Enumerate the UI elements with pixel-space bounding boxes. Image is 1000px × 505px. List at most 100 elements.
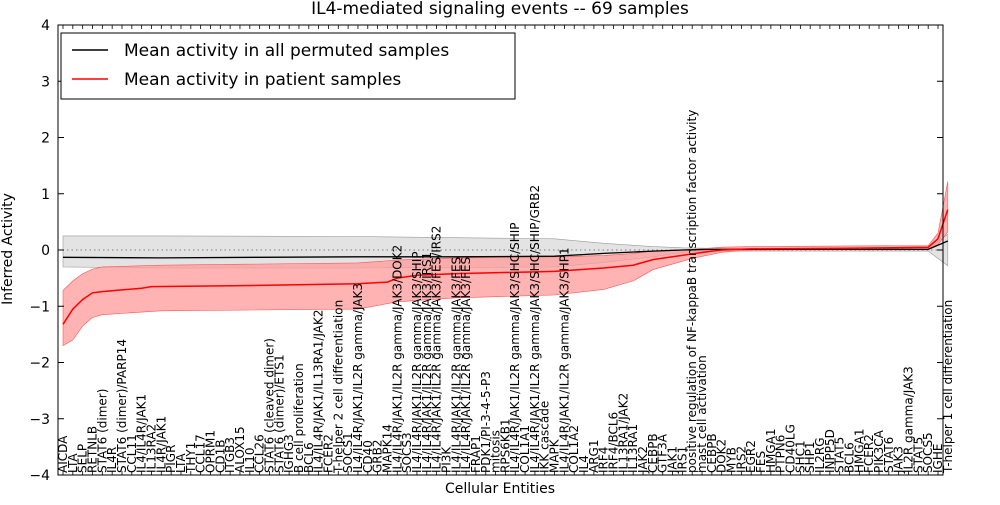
x-tick-label: SELP	[76, 444, 90, 473]
permuted-samples-line	[62, 240, 949, 259]
y-tick-label: −2	[29, 356, 50, 372]
y-axis: −4 −3 −2 −1 0 1 2 3 4	[29, 18, 943, 484]
legend-box	[60, 32, 516, 100]
x-tick-label: GRB2	[371, 439, 385, 473]
legend-label: Mean activity in patient samples	[124, 70, 401, 90]
x-tick-label: JAK2	[636, 446, 650, 474]
x-tick-label: IL4R/JAK1	[154, 416, 168, 473]
x-tick-label: ALOX15	[233, 426, 247, 473]
x-tick-label: PIGR	[164, 445, 178, 473]
x-tick-label: B cell proliferation	[292, 363, 306, 473]
x-tick-label: IL4/IL4R/JAK1/IL2R gamma/JAK3/FES	[459, 257, 473, 473]
x-tick-label: IL13RA1/JAK2	[616, 393, 630, 473]
x-tick-label: IGHE	[931, 444, 945, 473]
x-tick-label: COL1A2	[567, 425, 581, 473]
x-tick-label: PDK1/PI-3-4-5-P3	[479, 371, 493, 473]
x-tick-label: ARG1	[587, 440, 601, 473]
y-tick-label: 1	[41, 187, 50, 203]
x-tick-label: SOCS5	[921, 432, 935, 473]
x-tick-label: IRF4/BCL6	[607, 412, 621, 473]
x-tick-label: LTA	[66, 453, 80, 473]
x-tick-label: IL4/IL4R/JAK1/IL2R gamma/JAK3/SHIP	[410, 252, 424, 473]
x-tick-label: CEBPB	[705, 433, 719, 473]
chart-title: IL4-mediated signaling events -- 69 samp…	[311, 0, 689, 19]
x-tick-label: IL4/IL4R/JAK1	[135, 394, 149, 473]
x-tick-label: IL4/IL4R/JAK1/IL2R gamma/JAK3/SHC/SHIP/G…	[528, 185, 542, 473]
x-tick-label: IL4/IL4R/JAK1/IL2R gamma/JAK3/SHP1	[557, 247, 571, 473]
y-tick-label: 0	[41, 243, 50, 259]
x-tick-label: COL1A1	[518, 425, 532, 473]
x-tick-label: BCL6	[302, 442, 316, 473]
x-tick-label: IL4R	[105, 447, 119, 473]
x-tick-label: IGHG3	[282, 434, 296, 473]
x-tick-label: SOCS1	[341, 432, 355, 473]
x-tick-label: IL4/IL4R/JAK1/IL13RA1/JAK2	[312, 310, 326, 474]
x-tick-label: ITGB3	[223, 437, 237, 473]
x-tick-label: T-helper 2 cell differentiation	[331, 300, 345, 474]
x-tick-label: CCL26	[253, 434, 267, 473]
x-tick-label: SHP1	[803, 441, 817, 473]
x-tick-label: EGR2	[744, 440, 758, 473]
x-tick-label: IL13RA2	[145, 424, 159, 473]
x-tick-label: CD40	[361, 440, 375, 473]
x-tick-label: FCER2	[862, 434, 876, 473]
x-tick-label: BCL6	[843, 442, 857, 473]
x-tick-label: RETNLB	[86, 426, 100, 473]
x-tick-label: HMGA1	[764, 428, 778, 473]
patient-samples-band	[62, 181, 949, 347]
x-tick-label: positive regulation of NF-kappaB transcr…	[685, 110, 699, 473]
x-tick-label: IL4/IL4R/JAK1/IL2R gamma/JAK3/DOK2	[390, 245, 404, 473]
x-tick-label: mast cell activation	[695, 355, 709, 473]
x-tick-label: IL13RA1	[626, 424, 640, 473]
x-tick-label: MYB	[725, 447, 739, 473]
x-tick-label: IL4/IL4R/JAK1/IL2R gamma/JAK3	[351, 283, 365, 473]
x-tick-label: STAT6 (dimer)/ETS1	[272, 354, 286, 473]
x-tick-label: INPP5D	[823, 429, 837, 473]
x-tick-label: IL2R gamma/JAK3	[902, 366, 916, 473]
x-tick-label: STAT5	[911, 437, 925, 473]
x-tick-label: THY1	[184, 442, 198, 474]
y-tick-label: 4	[41, 18, 50, 34]
legend: Mean activity in all permuted samples Mea…	[60, 32, 516, 100]
x-tick-label: STAT6	[882, 437, 896, 473]
x-tick-label: IL4/IL4R/JAK1/IL2R gamma/JAK3/SHC/SHIP	[508, 222, 522, 473]
x-tick-label: PIK3CA	[872, 429, 886, 473]
y-axis-label: Inferred Activity	[0, 193, 16, 305]
x-tick-label: STAT6 (dimer)	[95, 389, 109, 473]
legend-label: Mean activity in all permuted samples	[124, 41, 449, 61]
x-tick-label: GTF3A	[656, 433, 670, 473]
x-tick-label: MAPK	[548, 438, 562, 473]
y-tick-label: −3	[29, 412, 50, 428]
x-tick-label: STAT6 (cleaved dimer)	[263, 338, 277, 473]
x-tick-label: mitosis	[489, 430, 503, 473]
x-tick-label: STAT6 (dimer)/PARP14	[115, 339, 129, 473]
x-tick-label: IL4	[577, 455, 591, 473]
x-tick-label: CD1B	[213, 440, 227, 474]
x-tick-label: SHC1	[793, 440, 807, 473]
x-tick-label: OPRM1	[204, 430, 218, 473]
y-tick-label: −1	[29, 299, 50, 315]
x-tick-label: PTPN6	[774, 435, 788, 473]
x-tick-label: IRS2	[734, 446, 748, 473]
x-tick-label: CD40LG	[784, 424, 798, 473]
x-tick-label: IL4/IL4R/JAK1/IL2R gamma/JAK3/FES	[449, 257, 463, 473]
y-tick-label: 3	[41, 74, 50, 90]
x-tick-label: CCL17	[194, 434, 208, 473]
x-tick-label: JAK1	[666, 446, 680, 474]
x-tick-label: IRS1	[675, 446, 689, 473]
x-tick-label: CCL11	[125, 434, 139, 473]
patient-samples-line	[62, 209, 949, 325]
y-tick-label: −4	[29, 468, 50, 484]
x-tick-label: IRF4	[597, 447, 611, 473]
x-axis-label: Cellular Entities	[445, 481, 555, 497]
x-tick-label: IL2RG	[813, 438, 827, 474]
x-tick-label: IL10	[243, 448, 257, 474]
x-tick-label: SOCS3	[400, 432, 414, 473]
x-tick-label: IL4/IL4R/JAK1/IL2R gamma/JAK3/IRS1	[420, 252, 434, 473]
x-tick-label: LTA	[174, 453, 188, 473]
x-tick-label: STAT5	[833, 437, 847, 473]
x-tick-label: DOK2	[715, 439, 729, 473]
x-tick-label: JAK3	[892, 446, 906, 474]
